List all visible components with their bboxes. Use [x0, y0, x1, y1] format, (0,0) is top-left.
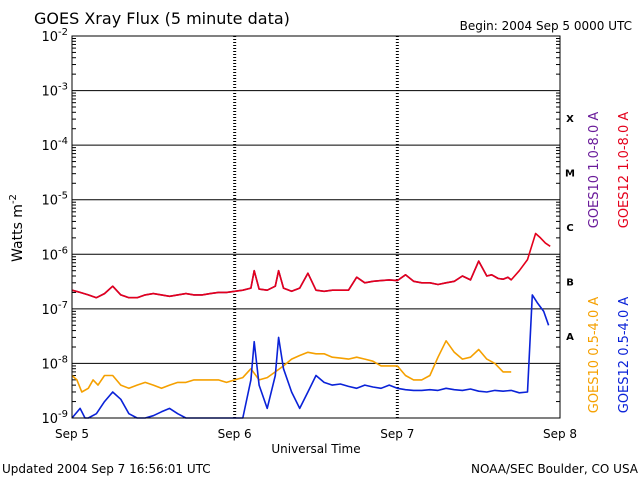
footer-updated: Updated 2004 Sep 7 16:56:01 UTC	[2, 462, 211, 476]
y-tick-base: 10	[41, 303, 58, 318]
grid	[72, 36, 560, 418]
y-tick-exponent: -3	[58, 82, 68, 93]
footer-source: NOAA/SEC Boulder, CO USA	[471, 462, 639, 476]
y-tick-exponent: -4	[58, 136, 68, 147]
y-tick-base: 10	[41, 85, 58, 100]
series-line	[71, 232, 551, 299]
y-tick-label: 10-7	[41, 300, 68, 318]
y-tick-exponent: -6	[58, 245, 68, 256]
y-axis-label-exponent: -2	[8, 194, 19, 204]
x-tick-label: Sep 6	[218, 427, 252, 441]
legend-entry: GOES12 0.5-4.0 A	[617, 297, 632, 414]
legend-entry: GOES10 0.5-4.0 A	[587, 297, 602, 414]
y-tick-exponent: -2	[58, 27, 68, 38]
y-tick-label: 10-6	[41, 245, 68, 263]
y-axis-label-text: Watts m	[10, 204, 26, 262]
flare-class-label: B	[566, 278, 574, 289]
x-tick-label: Sep 8	[543, 427, 577, 441]
y-tick-base: 10	[41, 248, 58, 263]
y-tick-base: 10	[41, 357, 58, 372]
x-tick-label: Sep 7	[380, 427, 414, 441]
flare-class-label: X	[566, 114, 574, 125]
y-tick-base: 10	[41, 412, 58, 427]
y-axis-label: Watts m-2	[8, 194, 26, 262]
series-line	[71, 339, 512, 393]
flare-class-label: A	[566, 332, 574, 343]
y-tick-exponent: -5	[58, 191, 68, 202]
legend: GOES10 1.0-8.0 A GOES12 1.0-8.0 A GOES10 0…	[587, 112, 632, 414]
begin-label: Begin: 2004 Sep 5 0000 UTC	[460, 19, 632, 33]
y-tick-label: 10-9	[41, 409, 68, 427]
series-layer	[71, 232, 551, 419]
chart-title: GOES Xray Flux (5 minute data)	[34, 9, 290, 28]
y-tick-base: 10	[41, 139, 58, 154]
y-tick-label: 10-3	[41, 82, 68, 100]
flare-class-label: M	[565, 168, 575, 179]
y-tick-label: 10-8	[41, 354, 68, 372]
flare-class-labels: X M C B A	[565, 114, 575, 343]
flare-class-label: C	[566, 223, 573, 234]
x-axis-label: Universal Time	[271, 442, 360, 456]
y-tick-base: 10	[41, 30, 58, 45]
plot-frame	[71, 35, 561, 419]
legend-entry: GOES10 1.0-8.0 A	[587, 112, 602, 229]
x-tick-label: Sep 5	[55, 427, 89, 441]
y-tick-label: 10-2	[41, 27, 68, 45]
series-line	[71, 294, 550, 419]
legend-entry: GOES12 1.0-8.0 A	[617, 112, 632, 229]
y-tick-base: 10	[41, 194, 58, 209]
y-tick-label: 10-5	[41, 191, 68, 209]
y-tick-exponent: -8	[58, 354, 68, 365]
y-tick-label: 10-4	[41, 136, 68, 154]
y-tick-exponent: -7	[58, 300, 68, 311]
series-line	[71, 260, 512, 299]
y-tick-exponent: -9	[58, 409, 68, 420]
